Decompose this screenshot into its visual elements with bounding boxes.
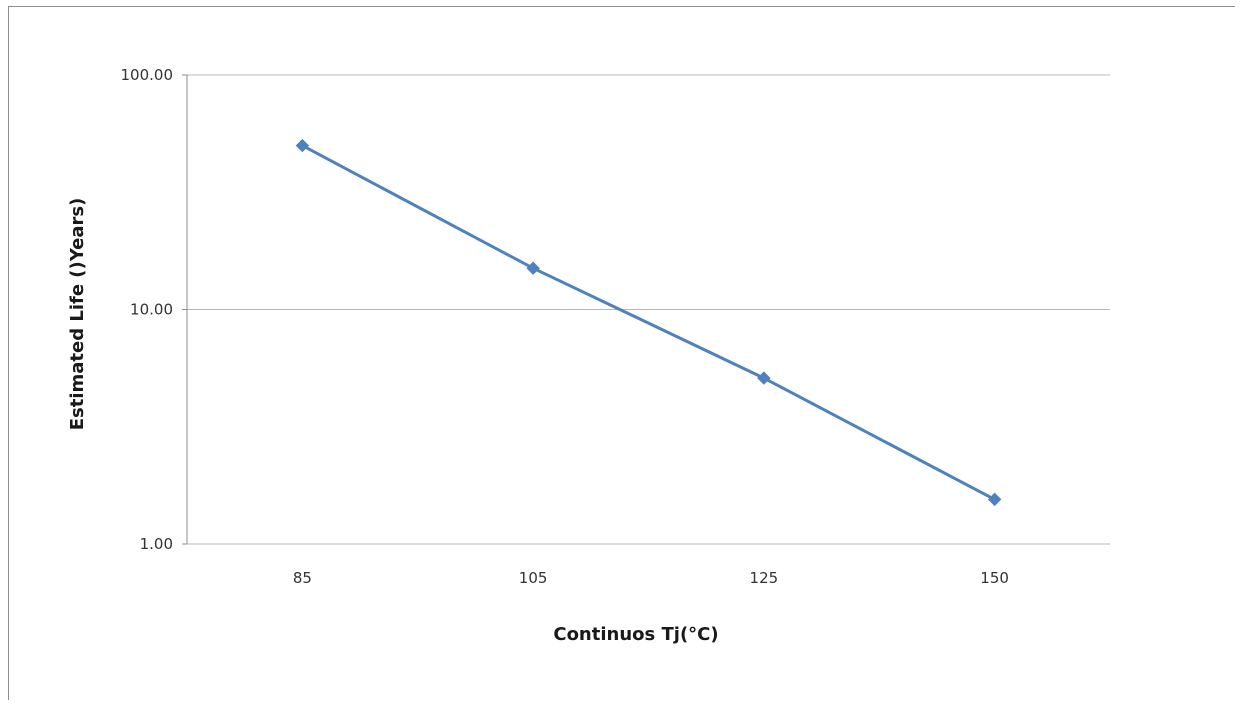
data-point-marker	[526, 261, 540, 275]
axes	[182, 74, 188, 545]
series-line	[301, 144, 996, 501]
x-tick-label: 150	[980, 569, 1009, 587]
x-tick-labels: 85 105 125 150	[293, 569, 1009, 587]
y-tick-label: 1.00	[140, 535, 173, 553]
y-tick-label: 100.00	[121, 66, 174, 84]
chart-frame	[8, 6, 1235, 700]
data-point-marker	[987, 492, 1002, 507]
x-tick-label: 125	[750, 569, 779, 587]
x-axis-title: Continuos Tj(°C)	[553, 624, 718, 645]
series-layer	[295, 138, 1002, 507]
data-point-marker	[757, 371, 771, 385]
y-tick-labels: 1.00 10.00 100.00	[121, 66, 174, 553]
x-tick-label: 105	[519, 569, 548, 587]
y-axis-title: Estimated Life ()Years)	[67, 198, 88, 431]
gridlines	[187, 74, 1110, 545]
data-point-marker	[295, 138, 310, 153]
y-tick-label: 10.00	[130, 301, 173, 319]
x-tick-label: 85	[293, 569, 312, 587]
